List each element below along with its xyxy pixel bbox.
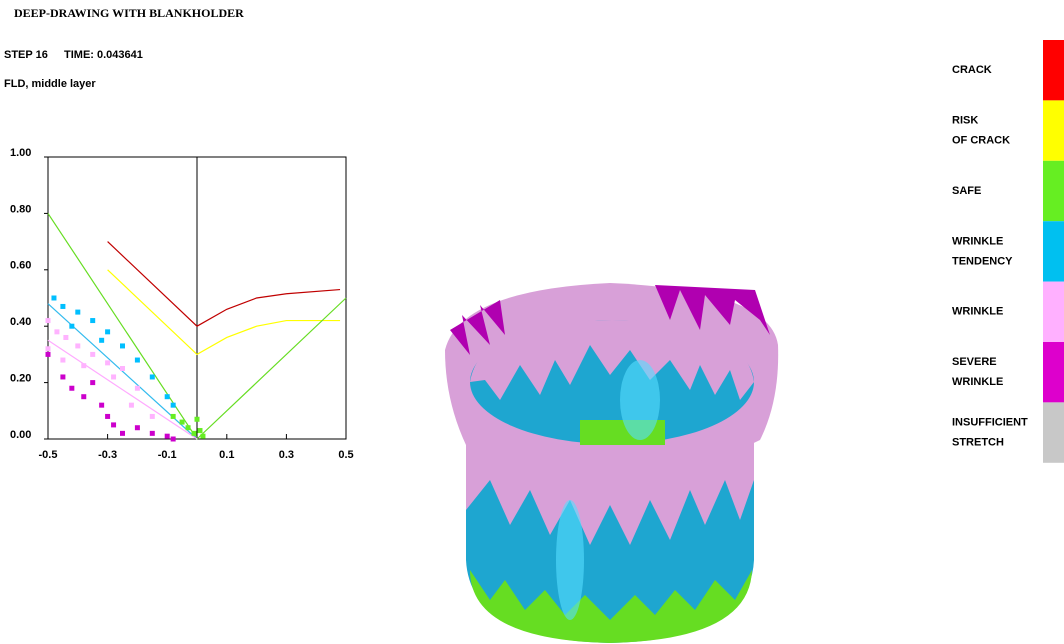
x-tick-label: 0.5 — [338, 449, 353, 461]
step: STEP 16 — [4, 49, 48, 61]
strain-point — [90, 318, 95, 323]
strain-point — [81, 394, 86, 399]
strain-point — [165, 434, 170, 439]
title: DEEP-DRAWING WITH BLANKHOLDER — [14, 6, 244, 20]
strain-point — [150, 431, 155, 436]
strain-point — [111, 422, 116, 427]
strain-point — [54, 329, 59, 334]
strain-point — [135, 358, 140, 363]
legend-label: STRETCH — [952, 437, 1004, 449]
strain-point — [150, 414, 155, 419]
strain-point — [90, 380, 95, 385]
strain-point — [120, 343, 125, 348]
strain-point — [46, 352, 51, 357]
strain-point — [60, 304, 65, 309]
x-tick-label: -0.3 — [98, 449, 117, 461]
strain-point — [200, 434, 205, 439]
legend-label: SEVERE — [952, 356, 997, 368]
screen: DEEP-DRAWING WITH BLANKHOLDER STEP 16 TI… — [0, 0, 1064, 644]
strain-point — [75, 343, 80, 348]
legend-label: SAFE — [952, 185, 981, 197]
strain-point — [135, 425, 140, 430]
legend-swatch — [1043, 402, 1064, 462]
strain-point — [69, 324, 74, 329]
x-tick-label: -0.1 — [158, 449, 177, 461]
legend-swatch — [1043, 40, 1064, 100]
legend-swatch — [1043, 342, 1064, 402]
strain-point — [75, 310, 80, 315]
strain-point — [105, 360, 110, 365]
strain-point — [171, 437, 176, 442]
strain-point — [99, 403, 104, 408]
strain-point — [129, 403, 134, 408]
strain-point — [99, 338, 104, 343]
strain-point — [120, 366, 125, 371]
cup-model — [445, 283, 778, 643]
strain-point — [186, 425, 191, 430]
strain-point — [46, 318, 51, 323]
strain-point — [60, 374, 65, 379]
legend-label: WRINKLE — [952, 235, 1003, 247]
legend-label: CRACK — [952, 64, 992, 76]
legend-swatch — [1043, 282, 1064, 342]
strain-point — [63, 335, 68, 340]
x-tick-label: -0.5 — [39, 449, 58, 461]
strain-point — [105, 414, 110, 419]
legend-swatch — [1043, 161, 1064, 221]
y-tick-label: 0.20 — [10, 373, 31, 385]
strain-point — [192, 431, 197, 436]
strain-point — [165, 394, 170, 399]
legend-label: WRINKLE — [952, 306, 1003, 318]
strain-point — [150, 374, 155, 379]
strain-point — [46, 346, 51, 351]
result-label: FLD, middle layer — [4, 78, 96, 90]
legend-swatch — [1043, 100, 1064, 160]
strain-point — [81, 363, 86, 368]
legend-label: WRINKLE — [952, 376, 1003, 388]
strain-point — [60, 358, 65, 363]
strain-point — [171, 414, 176, 419]
strain-point — [51, 296, 56, 301]
y-tick-label: 1.00 — [10, 147, 31, 159]
y-tick-label: 0.60 — [10, 260, 31, 272]
x-tick-label: 0.1 — [219, 449, 234, 461]
legend-swatch — [1043, 221, 1064, 281]
strain-point — [195, 417, 200, 422]
strain-point — [69, 386, 74, 391]
time-label: TIME: — [64, 49, 94, 61]
strain-point — [171, 403, 176, 408]
strain-point — [180, 420, 185, 425]
y-tick-label: 0.80 — [10, 203, 31, 215]
strain-point — [111, 374, 116, 379]
legend-label: TENDENCY — [952, 255, 1013, 267]
strain-point — [135, 386, 140, 391]
time: 0.043641 — [97, 49, 143, 61]
strain-point — [90, 352, 95, 357]
strain-point — [105, 329, 110, 334]
strain-point — [120, 431, 125, 436]
y-tick-label: 0.00 — [10, 429, 31, 441]
x-tick-label: 0.3 — [279, 449, 294, 461]
legend-label: RISK — [952, 115, 978, 127]
limit-curve — [108, 242, 340, 327]
y-tick-label: 0.40 — [10, 316, 31, 328]
legend-label: OF CRACK — [952, 135, 1010, 147]
limit-curve — [108, 270, 340, 355]
legend-label: INSUFFICIENT — [952, 417, 1028, 429]
strain-point — [197, 428, 202, 433]
